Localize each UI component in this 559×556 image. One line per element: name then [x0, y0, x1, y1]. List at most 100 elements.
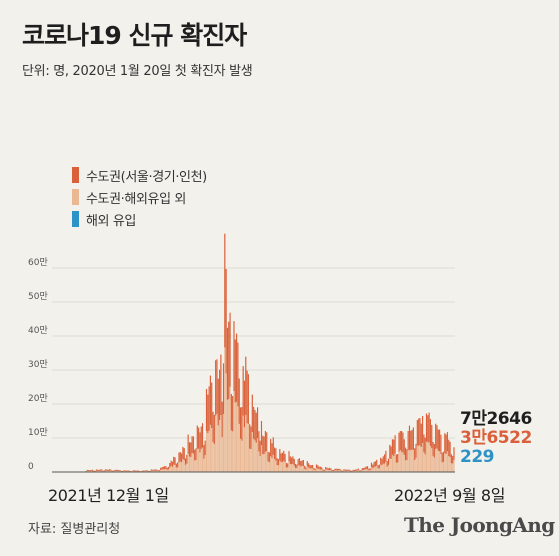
bar-metro-other — [280, 453, 282, 472]
bar-metro-other — [416, 420, 418, 472]
bar-metro — [243, 380, 246, 428]
bar-metro-other — [339, 469, 341, 472]
bar-metro-other — [285, 463, 287, 472]
bar-metro-other — [382, 456, 384, 472]
bar-metro-other — [217, 378, 219, 472]
bar-metro — [186, 454, 188, 464]
bar-metro — [225, 268, 227, 374]
x-label-end: 2022년 9월 8일 — [394, 486, 506, 505]
bar-metro — [146, 470, 149, 472]
bar-metro-other — [381, 458, 383, 472]
bar-metro — [89, 470, 91, 472]
bar-metro-other — [260, 421, 263, 472]
bar-metro-other — [136, 470, 138, 472]
bar-metro — [389, 444, 391, 459]
bar-metro — [419, 418, 421, 446]
bar-metro — [258, 431, 260, 452]
bar-metro — [237, 342, 239, 407]
bar-metro — [344, 469, 346, 471]
bar-metro-other — [347, 469, 349, 472]
bar-metro — [192, 436, 194, 454]
bar-metro — [450, 454, 452, 464]
bar-metro-other — [291, 457, 293, 472]
bar-metro — [246, 370, 248, 424]
bar-metro-other — [374, 461, 376, 472]
bar-metro — [386, 461, 388, 467]
bar-metro — [174, 457, 176, 465]
bar-metro-other — [239, 407, 242, 472]
bar-metro-other — [204, 440, 206, 472]
bar-metro — [103, 470, 105, 472]
bar-metro-other — [318, 466, 320, 472]
bar-metro-other — [398, 432, 400, 472]
bar-metro-other — [390, 446, 392, 472]
bar-metro-other — [122, 470, 124, 472]
bar-metro-other — [363, 468, 365, 472]
bar-metro — [408, 425, 411, 450]
bar-metro-other — [237, 342, 239, 472]
bar-metro — [422, 416, 424, 443]
bar-metro — [353, 469, 356, 471]
bar-metro — [442, 451, 445, 462]
bar-metro-other — [338, 468, 340, 472]
bar-metro — [452, 455, 454, 464]
bar-metro — [427, 415, 429, 443]
x-label-start: 2021년 12월 1일 — [48, 486, 169, 505]
bar-metro — [257, 407, 259, 438]
bar-metro-other — [427, 415, 429, 472]
bar-metro — [203, 445, 205, 459]
bar-metro-other — [414, 448, 416, 472]
bar-metro — [294, 463, 297, 468]
bar-metro-other — [230, 394, 232, 472]
bar-metro — [432, 441, 434, 456]
bar-metro — [143, 470, 145, 472]
bar-metro-other — [276, 458, 278, 472]
bar-metro — [433, 443, 435, 458]
bar-metro — [308, 463, 310, 468]
bar-metro-other — [127, 470, 129, 472]
bar-metro-other — [361, 468, 363, 472]
bar-metro — [208, 386, 210, 431]
bar-metro-other — [420, 423, 422, 472]
bar-metro-other — [166, 467, 168, 472]
bar-metro — [187, 434, 189, 454]
bar-metro — [255, 412, 257, 443]
bar-metro — [448, 439, 450, 457]
legend-label-overseas: 해외 유입 — [86, 213, 136, 229]
bar-metro — [260, 421, 263, 446]
bar-metro — [166, 467, 168, 470]
bar-metro — [440, 434, 442, 454]
bar-metro — [340, 470, 342, 472]
bar-metro-other — [410, 430, 412, 472]
bar-metro-other — [161, 467, 163, 472]
bar-metro — [368, 468, 370, 471]
bar-metro — [144, 470, 146, 472]
bar-metro — [169, 462, 171, 468]
bar-metro-other — [259, 440, 261, 472]
y-tick-label: 60만 — [28, 257, 48, 268]
bar-metro — [424, 437, 426, 455]
bar-metro — [183, 448, 185, 461]
bar-metro-other — [133, 470, 136, 472]
bar-metro — [126, 470, 128, 472]
bar-metro — [372, 464, 374, 469]
bar-metro-other — [399, 431, 401, 472]
bar-metro — [283, 450, 285, 461]
bar-metro — [232, 396, 234, 432]
bar-metro — [241, 407, 243, 441]
bar-metro — [230, 394, 232, 431]
bar-metro-other — [201, 423, 204, 472]
bar-metro — [141, 470, 143, 472]
y-axis-labels: 0 10만 20만 30만 40만 50만 60만 — [28, 257, 48, 472]
bar-metro — [330, 468, 332, 471]
bar-metro — [135, 470, 137, 472]
bar-metro-other — [219, 369, 221, 472]
bar-metro-other — [284, 453, 286, 472]
bar-metro — [127, 470, 129, 472]
bar-metro-other — [422, 416, 424, 472]
bar-metro — [306, 461, 308, 467]
bar-metro — [367, 466, 369, 470]
bar-metro — [416, 420, 418, 446]
latest-metro-value: 3만6522 — [460, 428, 532, 448]
bar-metro — [302, 459, 304, 467]
